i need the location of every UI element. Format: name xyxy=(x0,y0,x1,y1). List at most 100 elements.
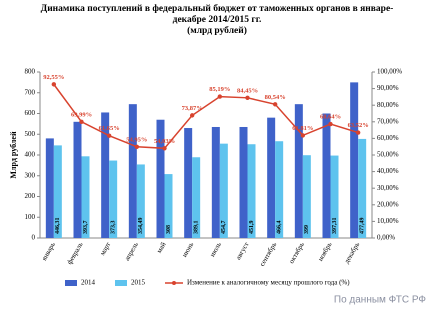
bar xyxy=(358,138,367,238)
line-marker xyxy=(51,82,57,87)
y2-tick-label: 40,00% xyxy=(377,167,399,175)
y-tick-label: 500 xyxy=(25,130,36,138)
line-value-label: 61,81% xyxy=(292,125,313,132)
x-tick-label: апрель xyxy=(123,241,140,262)
line-marker xyxy=(272,102,278,107)
line-marker xyxy=(162,146,167,151)
x-tick-label: май xyxy=(155,241,168,255)
x-tick-label: январь xyxy=(40,241,57,262)
bar xyxy=(275,141,284,238)
y-tick-label: 800 xyxy=(25,68,36,76)
bar-value-label: 354,49 xyxy=(138,218,144,235)
line-marker xyxy=(79,119,84,125)
bar-value-label: 399 xyxy=(304,225,310,234)
line-marker xyxy=(245,95,250,101)
line-value-label: 54,95% xyxy=(126,136,147,143)
legend-swatch xyxy=(65,280,77,286)
line-marker xyxy=(134,144,140,149)
bar xyxy=(73,121,82,238)
y2-tick-label: 100,00% xyxy=(377,68,402,76)
x-tick-label: октябрь xyxy=(287,241,306,265)
bar xyxy=(53,145,62,238)
y-axis-label: Млрд рублей xyxy=(9,131,18,179)
legend-swatch xyxy=(115,280,127,286)
bar xyxy=(294,104,303,238)
line-marker xyxy=(300,133,306,138)
y-tick-label: 200 xyxy=(25,192,36,200)
x-tick-label: декабрь xyxy=(343,241,362,265)
line-marker xyxy=(217,94,223,99)
bar-value-label: 477,49 xyxy=(360,218,366,235)
bar-value-label: 308 xyxy=(166,225,172,234)
bar xyxy=(330,155,339,238)
line-value-label: 84,45% xyxy=(237,87,258,94)
y-tick-label: 600 xyxy=(25,109,36,117)
y2-tick-label: 70,00% xyxy=(377,117,399,125)
y2-tick-label: 0,00% xyxy=(377,234,395,242)
line-value-label: 61,65% xyxy=(99,125,120,132)
line-marker xyxy=(189,113,195,118)
bar xyxy=(302,155,311,238)
bar xyxy=(211,126,220,238)
bar-value-label: 446,31 xyxy=(55,218,61,235)
y2-tick-label: 90,00% xyxy=(377,84,399,92)
y-tick-label: 100 xyxy=(25,213,36,221)
line-value-label: 80,54% xyxy=(265,94,286,101)
line-value-label: 54,03% xyxy=(154,138,175,145)
bar xyxy=(164,174,173,238)
y-tick-label: 300 xyxy=(25,171,36,179)
bar-value-label: 373,3 xyxy=(111,221,117,235)
legend-marker xyxy=(172,281,176,285)
bar xyxy=(109,160,118,238)
bar xyxy=(184,128,193,238)
y2-tick-label: 30,00% xyxy=(377,184,399,192)
bar xyxy=(45,138,54,238)
line-marker xyxy=(328,121,333,127)
chart-title: Динамика поступлений в федеральный бюдже… xyxy=(40,4,394,25)
bar-value-label: 451,9 xyxy=(249,221,255,235)
source: По данным ФТС РФ xyxy=(334,295,427,306)
bar xyxy=(101,112,110,238)
bar xyxy=(247,144,256,238)
x-tick-label: февраль xyxy=(66,241,85,266)
bar-value-label: 389,1 xyxy=(194,221,200,235)
x-tick-label: сентябрь xyxy=(258,241,278,268)
y2-tick-label: 10,00% xyxy=(377,217,399,225)
bar-value-label: 466,4 xyxy=(277,221,283,235)
line xyxy=(53,83,359,150)
bar xyxy=(322,113,331,238)
bar xyxy=(219,143,228,238)
legend-label: 2014 xyxy=(81,279,96,287)
x-tick-label: август xyxy=(234,241,250,261)
bar-value-label: 454,7 xyxy=(221,221,227,235)
y-tick-label: 700 xyxy=(25,88,36,96)
y-tick-label: 400 xyxy=(25,151,36,159)
y2-tick-label: 80,00% xyxy=(377,101,399,109)
title-block: Динамика поступлений в федеральный бюдже… xyxy=(0,4,434,37)
bar xyxy=(136,164,145,238)
line-marker xyxy=(106,133,112,138)
legend-label: Изменение к аналогичному месяцу прошлого… xyxy=(187,279,350,287)
line-value-label: 85,19% xyxy=(209,86,230,93)
bar-value-label: 393,7 xyxy=(83,221,89,235)
bar xyxy=(156,119,165,238)
bar xyxy=(192,157,201,238)
bar-value-label: 397,31 xyxy=(332,218,338,235)
legend-label: 2015 xyxy=(131,279,146,287)
line-value-label: 92,55% xyxy=(43,74,64,81)
x-tick-label: ноябрь xyxy=(316,241,333,263)
line-value-label: 63,52% xyxy=(348,122,369,129)
line-value-label: 73,87% xyxy=(182,105,203,112)
y2-tick-label: 50,00% xyxy=(377,151,399,159)
bar xyxy=(239,126,248,238)
line-value-label: 68,64% xyxy=(320,114,341,121)
line-value-label: 69,99% xyxy=(71,111,92,118)
x-tick-label: июль xyxy=(208,241,223,258)
x-tick-label: март xyxy=(98,241,112,257)
bar xyxy=(267,117,276,238)
bar xyxy=(350,82,359,238)
line-marker xyxy=(355,130,361,135)
y-tick-label: 0 xyxy=(32,234,36,242)
